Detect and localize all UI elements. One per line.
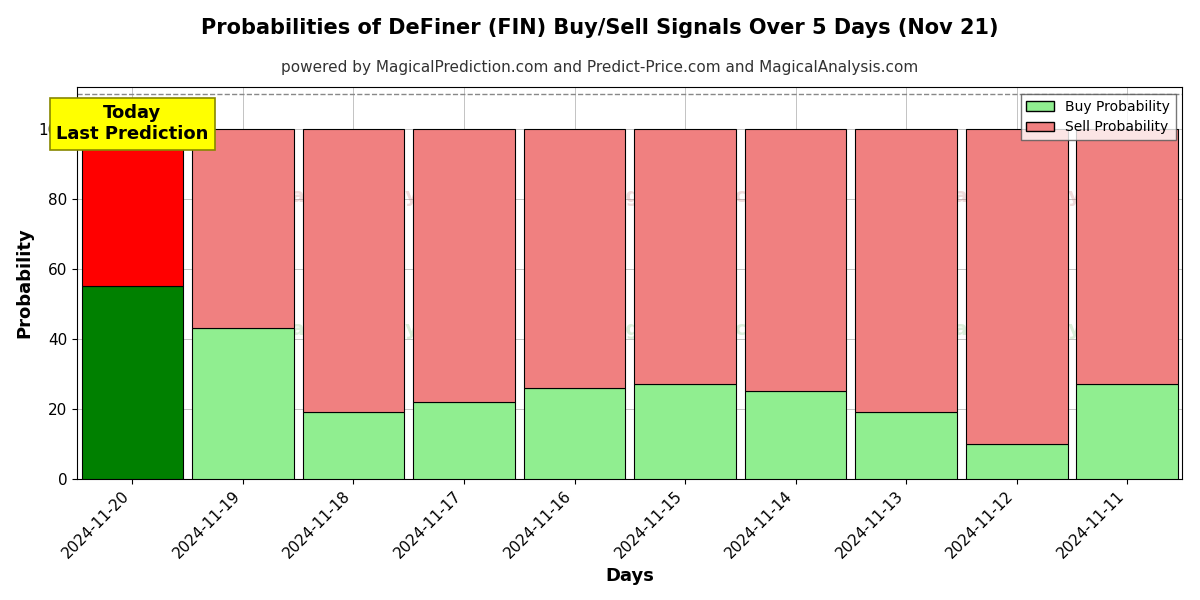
Text: MagicalPrediction.com: MagicalPrediction.com [593, 187, 844, 206]
Bar [302, 129, 404, 412]
Bar [635, 129, 736, 385]
Bar [966, 444, 1068, 479]
Bar [413, 402, 515, 479]
Bar [302, 412, 404, 479]
Bar [966, 129, 1068, 444]
Bar [523, 129, 625, 388]
Text: MagicalPrediction.com: MagicalPrediction.com [593, 320, 844, 340]
Text: MagicalAnalysis.com: MagicalAnalysis.com [936, 320, 1164, 340]
Legend: Buy Probability, Sell Probability: Buy Probability, Sell Probability [1021, 94, 1176, 140]
Bar [413, 129, 515, 402]
Bar [1076, 129, 1178, 385]
Bar [856, 412, 956, 479]
Text: MagicalAnalysis.com: MagicalAnalysis.com [272, 320, 500, 340]
Text: MagicalAnalysis.com: MagicalAnalysis.com [272, 187, 500, 206]
Bar [192, 328, 294, 479]
Bar [523, 388, 625, 479]
Bar [745, 391, 846, 479]
Bar [192, 129, 294, 328]
Bar [82, 129, 184, 286]
Bar [82, 286, 184, 479]
X-axis label: Days: Days [605, 567, 654, 585]
Text: powered by MagicalPrediction.com and Predict-Price.com and MagicalAnalysis.com: powered by MagicalPrediction.com and Pre… [281, 60, 919, 75]
Bar [1076, 385, 1178, 479]
Text: Today
Last Prediction: Today Last Prediction [56, 104, 209, 143]
Text: MagicalAnalysis.com: MagicalAnalysis.com [936, 187, 1164, 206]
Bar [635, 385, 736, 479]
Bar [856, 129, 956, 412]
Bar [745, 129, 846, 391]
Text: Probabilities of DeFiner (FIN) Buy/Sell Signals Over 5 Days (Nov 21): Probabilities of DeFiner (FIN) Buy/Sell … [202, 18, 998, 38]
Y-axis label: Probability: Probability [14, 227, 32, 338]
